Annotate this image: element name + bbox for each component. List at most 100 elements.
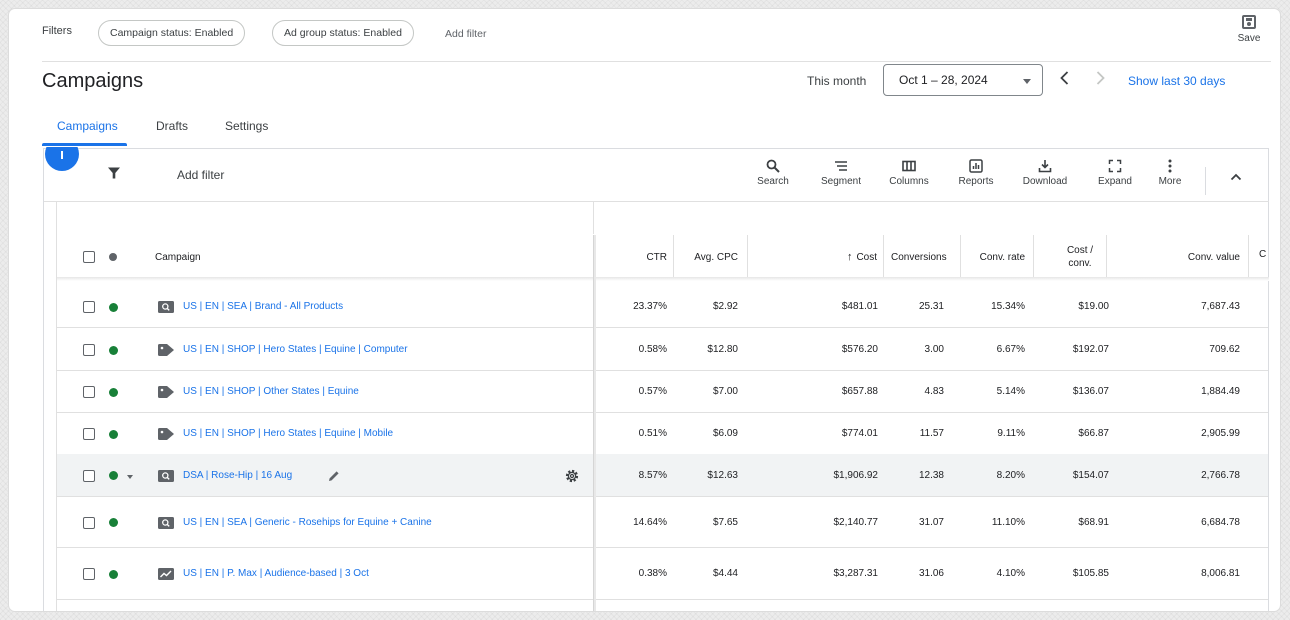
campaign-name-link[interactable]: US | EN | SEA | Generic - Rosehips for E… xyxy=(183,516,432,528)
divider xyxy=(42,61,1271,62)
cell-conv-value: 6,684.78 xyxy=(1201,516,1240,528)
cell-avg-cpc: $7.65 xyxy=(712,516,738,528)
reports-tool-button[interactable]: Reports xyxy=(954,159,998,187)
columns-tool-button[interactable]: Columns xyxy=(885,159,933,187)
filter-icon[interactable] xyxy=(107,166,121,180)
expand-tool-button[interactable]: Expand xyxy=(1092,159,1138,187)
campaign-name-link[interactable]: US | EN | SEA | Brand - All Products xyxy=(183,301,344,312)
column-header-avg-cpc[interactable]: Avg. CPC xyxy=(694,251,738,263)
row-checkbox[interactable] xyxy=(83,428,95,440)
select-all-checkbox[interactable] xyxy=(83,251,95,263)
filters-label: Filters xyxy=(42,25,72,37)
row-checkbox[interactable] xyxy=(83,301,95,313)
cell-conv-value: 709.62 xyxy=(1209,344,1240,355)
cell-conv-value: 1,884.49 xyxy=(1201,386,1240,397)
cell-ctr: 0.38% xyxy=(638,568,667,579)
row-checkbox[interactable] xyxy=(83,516,95,529)
cell-avg-cpc: $4.44 xyxy=(712,568,738,579)
tab-campaigns[interactable]: Campaigns xyxy=(57,119,118,133)
status-enabled-icon xyxy=(109,387,118,397)
filter-chip-label: Ad group status: Enabled xyxy=(284,27,402,39)
chevron-up-icon[interactable] xyxy=(1228,169,1244,185)
column-header-cost-per-conv[interactable]: Cost / conv. xyxy=(1066,245,1094,269)
status-enabled-icon xyxy=(109,518,118,527)
filter-chip-label: Campaign status: Enabled xyxy=(110,27,234,39)
column-header-cutoff: C xyxy=(1259,249,1267,260)
campaign-name-link[interactable]: DSA | Rose-Hip | 16 Aug xyxy=(183,469,293,481)
campaign-name-link[interactable]: US | EN | SHOP | Hero States | Equine | … xyxy=(183,344,408,355)
campaign-name-link[interactable]: US | EN | SHOP | Hero States | Equine | … xyxy=(183,428,394,439)
cell-conversions: 31.06 xyxy=(918,568,944,579)
settings-gear-icon[interactable] xyxy=(564,468,580,484)
column-header-conv-rate[interactable]: Conv. rate xyxy=(979,251,1025,263)
cell-conv-rate: 11.10% xyxy=(991,516,1025,528)
divider xyxy=(56,202,57,611)
cell-conv-value: 2,905.99 xyxy=(1201,428,1240,439)
show-last-30-days-link[interactable]: Show last 30 days xyxy=(1128,74,1226,88)
tab-drafts[interactable]: Drafts xyxy=(156,119,189,133)
add-filter-link[interactable]: Add filter xyxy=(445,28,487,40)
more-tool-label: More xyxy=(1158,176,1182,187)
download-tool-button[interactable]: Download xyxy=(1017,159,1073,187)
search-tool-label: Search xyxy=(757,176,789,187)
table-row[interactable]: DSA | Rose-Hip | 16 Aug 8.57% $12.63 $1,906… xyxy=(57,454,1268,497)
column-header-cost[interactable]: ↑ Cost xyxy=(749,242,877,272)
campaign-type-search-icon xyxy=(158,301,174,313)
cell-conversions: 3.00 xyxy=(924,344,944,355)
cell-conv-rate: 9.11% xyxy=(997,428,1025,439)
cell-cost: $481.01 xyxy=(841,301,878,312)
row-checkbox[interactable] xyxy=(83,568,95,580)
campaign-name-link[interactable]: US | EN | SHOP | Other States | Equine xyxy=(183,386,359,397)
cell-ctr: 8.57% xyxy=(638,469,667,481)
expand-tool-label: Expand xyxy=(1098,176,1132,187)
chevron-left-icon[interactable] xyxy=(1054,67,1076,89)
status-enabled-icon xyxy=(109,569,118,579)
table-row[interactable]: US | EN | SHOP | Hero States | Equine | … xyxy=(57,413,1268,455)
expand-icon xyxy=(1108,159,1122,173)
cell-conversions: 25.31 xyxy=(918,301,944,312)
date-range-value: Oct 1 – 28, 2024 xyxy=(899,73,988,87)
cell-avg-cpc: $12.80 xyxy=(707,344,738,355)
filter-chip-campaign-status[interactable]: Campaign status: Enabled xyxy=(98,20,246,46)
cell-cost: $3,287.31 xyxy=(833,568,879,579)
table-row[interactable]: US | EN | SHOP | Other States | Equine 0.… xyxy=(57,371,1268,413)
table-row[interactable]: US | EN | SEA | Generic - Rosehips for E… xyxy=(57,497,1268,548)
filter-chip-ad-group-status[interactable]: Ad group status: Enabled xyxy=(272,20,414,46)
campaign-type-search-icon xyxy=(158,516,174,529)
save-button[interactable]: Save xyxy=(1234,15,1264,44)
cell-conv-value: 8,006.81 xyxy=(1201,568,1240,579)
segment-tool-label: Segment xyxy=(820,176,862,187)
reports-icon xyxy=(969,159,983,173)
campaign-name-link[interactable]: US | EN | P. Max | Audience-based | 3 Oc… xyxy=(183,568,369,579)
save-label: Save xyxy=(1237,33,1261,44)
frozen-column-divider[interactable] xyxy=(593,235,596,611)
column-header-conversions[interactable]: Conversions xyxy=(891,251,947,263)
column-header-cost-label: Cost xyxy=(856,251,877,263)
active-tab-indicator xyxy=(42,143,127,146)
status-dropdown-icon[interactable] xyxy=(127,474,133,479)
edit-pencil-icon[interactable] xyxy=(328,470,340,482)
column-header-conv-value[interactable]: Conv. value xyxy=(1187,251,1240,263)
table-row[interactable]: US | EN | SEA | Brand - All Products 23.3… xyxy=(57,286,1268,328)
tab-settings[interactable]: Settings xyxy=(225,119,269,133)
row-checkbox[interactable] xyxy=(83,344,95,356)
cell-conv-rate: 8.20% xyxy=(996,469,1025,481)
save-icon xyxy=(1242,15,1256,29)
row-checkbox[interactable] xyxy=(83,469,95,482)
toolbar-add-filter[interactable]: Add filter xyxy=(177,168,225,182)
cell-conversions: 31.07 xyxy=(918,516,944,528)
sort-ascending-icon: ↑ xyxy=(846,251,853,263)
cell-ctr: 0.57% xyxy=(638,386,667,397)
table-row[interactable]: US | EN | SHOP | Hero States | Equine | … xyxy=(57,329,1268,371)
segment-tool-button[interactable]: Segment xyxy=(816,159,866,187)
column-separator xyxy=(747,235,748,279)
search-tool-button[interactable]: Search xyxy=(755,159,791,187)
table-row[interactable]: US | EN | P. Max | Audience-based | 3 Oc… xyxy=(57,548,1268,600)
row-checkbox[interactable] xyxy=(83,386,95,398)
cell-cost-conv: $136.07 xyxy=(1072,386,1109,397)
header-shadow xyxy=(57,277,1269,281)
more-tool-button[interactable]: More xyxy=(1155,159,1185,187)
column-header-campaign[interactable]: Campaign xyxy=(155,251,201,263)
column-header-ctr[interactable]: CTR xyxy=(646,251,667,263)
date-range-picker[interactable]: Oct 1 – 28, 2024 xyxy=(883,64,1043,96)
